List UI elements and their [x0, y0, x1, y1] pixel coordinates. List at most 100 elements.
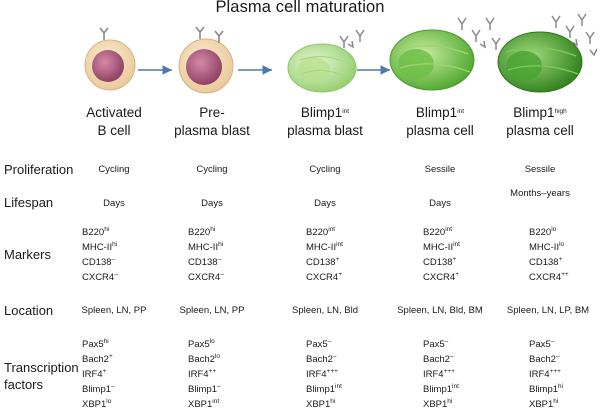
- row-label-proliferation: Proliferation: [4, 162, 74, 177]
- stage-gene-name: Blimp1: [415, 105, 458, 120]
- list-line: B220lo: [529, 225, 600, 240]
- stage-name-line1: Blimp1high: [480, 104, 600, 122]
- location-value: Spleen, LN, LP, BM: [506, 305, 590, 316]
- stage-gene-level: int: [342, 108, 350, 115]
- gene-name: Blimp1: [423, 384, 453, 395]
- stage-blimp1-int-plasma-cell: Blimp1int plasma cell: [380, 104, 500, 140]
- gene-name: XBP1: [306, 399, 331, 410]
- location-value: Spleen, LN, PP: [81, 305, 147, 316]
- stage-name-line1: Blimp1int: [380, 104, 500, 122]
- gene-name: IRF4: [423, 369, 444, 380]
- list-line: IRF4++: [188, 367, 308, 382]
- stage-blimp1-int-plasma-blast: Blimp1int plasma blast: [265, 104, 385, 140]
- expression-level: –: [444, 338, 449, 345]
- gene-name: Blimp1: [306, 384, 336, 395]
- lifespan-value: Days: [314, 198, 336, 209]
- gene-name: MHC-II: [306, 242, 337, 253]
- gene-name: MHC-II: [82, 242, 113, 253]
- list-line: Pax5lo: [188, 337, 308, 352]
- expression-level: int: [212, 398, 220, 405]
- gene-name: MHC-II: [423, 242, 454, 253]
- stage-activated-b-cell: Activated B cell: [54, 104, 174, 140]
- location-value: Spleen, LN, Bld: [291, 305, 358, 316]
- expression-level: –: [111, 256, 116, 263]
- expression-level: –: [550, 338, 555, 345]
- row-label-line1: Transcription: [4, 360, 79, 375]
- expression-level: int: [445, 226, 453, 233]
- proliferation-value: Cycling: [98, 164, 130, 175]
- list-line: IRF4+++: [306, 367, 426, 382]
- gene-name: MHC-II: [188, 242, 219, 253]
- gene-name: IRF4: [82, 369, 103, 380]
- list-line: Blimp1–: [82, 382, 202, 397]
- gene-name: MHC-II: [529, 242, 560, 253]
- expression-level: hi: [558, 383, 564, 390]
- gene-name: Bach2: [529, 354, 556, 365]
- list-line: Bach2lo: [188, 352, 308, 367]
- pre-plasma-blast-icon: [178, 26, 234, 94]
- expression-level: +: [335, 256, 340, 263]
- expression-level: hi: [103, 338, 109, 345]
- transcription-factors-list: Pax5– Bach2– IRF4+++ Blimp1int XBP1hi: [306, 337, 426, 411]
- gene-name: IRF4: [306, 369, 327, 380]
- list-line: Blimp1int: [306, 382, 426, 397]
- stage-blimp1-high-plasma-cell: Blimp1high plasma cell: [480, 104, 600, 140]
- expression-level: lo: [209, 338, 215, 345]
- figure-title: Plasma cell maturation: [215, 0, 385, 16]
- list-line: CD138+: [423, 255, 543, 270]
- gene-name: B220: [188, 227, 211, 238]
- list-line: CXCR4+: [423, 270, 543, 285]
- gene-name: B220: [423, 227, 446, 238]
- list-line: IRF4+: [82, 367, 202, 382]
- list-line: Bach2–: [529, 352, 600, 367]
- list-line: Pax5–: [423, 337, 543, 352]
- gene-name: Pax5: [188, 339, 210, 350]
- gene-name: CD138: [529, 257, 559, 268]
- expression-level: –: [332, 353, 337, 360]
- blimp1-high-plasma-cell-icon: [497, 13, 598, 93]
- expression-level: int: [328, 226, 336, 233]
- list-line: MHC-IIhi: [188, 240, 308, 255]
- markers-list: B220hi MHC-IIhi CD138– CXCR4–: [82, 225, 202, 285]
- expression-level: lo: [559, 241, 565, 248]
- list-line: Pax5hi: [82, 337, 202, 352]
- expression-level: +: [338, 271, 342, 278]
- gene-name: Blimp1: [529, 384, 559, 395]
- expression-level: +: [452, 256, 457, 263]
- proliferation-value: Cycling: [309, 164, 341, 175]
- activated-b-cell-icon: [84, 27, 136, 91]
- list-line: B220hi: [82, 225, 202, 240]
- expression-level: ++: [208, 368, 217, 375]
- list-line: MHC-IIlo: [529, 240, 600, 255]
- gene-name: IRF4: [188, 369, 209, 380]
- list-line: MHC-IIint: [306, 240, 426, 255]
- gene-name: XBP1: [423, 399, 448, 410]
- list-line: IRF4+++: [423, 367, 543, 382]
- expression-level: +: [108, 353, 113, 360]
- expression-level: +++: [443, 368, 455, 375]
- list-line: XBP1hi: [423, 397, 543, 411]
- expression-level: –: [220, 271, 224, 278]
- lifespan-value: Days: [201, 198, 223, 209]
- cell-illustration: [84, 13, 598, 94]
- row-label-lifespan: Lifespan: [4, 195, 54, 210]
- list-line: Pax5–: [306, 337, 426, 352]
- proliferation-value: Cycling: [196, 164, 228, 175]
- expression-level: +++: [549, 368, 561, 375]
- list-line: Blimp1int: [423, 382, 543, 397]
- list-line: CXCR4+: [306, 270, 426, 285]
- stage-name-line2: plasma cell: [506, 123, 574, 138]
- expression-level: –: [217, 383, 221, 390]
- list-line: Pax5–: [529, 337, 600, 352]
- stage-name-line2: plasma blast: [174, 123, 250, 138]
- gene-name: Blimp1: [82, 384, 112, 395]
- list-line: B220hi: [188, 225, 308, 240]
- expression-level: +: [102, 368, 107, 375]
- list-line: B220int: [423, 225, 543, 240]
- list-line: B220int: [306, 225, 426, 240]
- markers-list: B220int MHC-IIint CD138+ CXCR4+: [306, 225, 426, 285]
- gene-name: CD138: [306, 257, 336, 268]
- gene-name: CD138: [82, 257, 112, 268]
- list-line: Bach2–: [423, 352, 543, 367]
